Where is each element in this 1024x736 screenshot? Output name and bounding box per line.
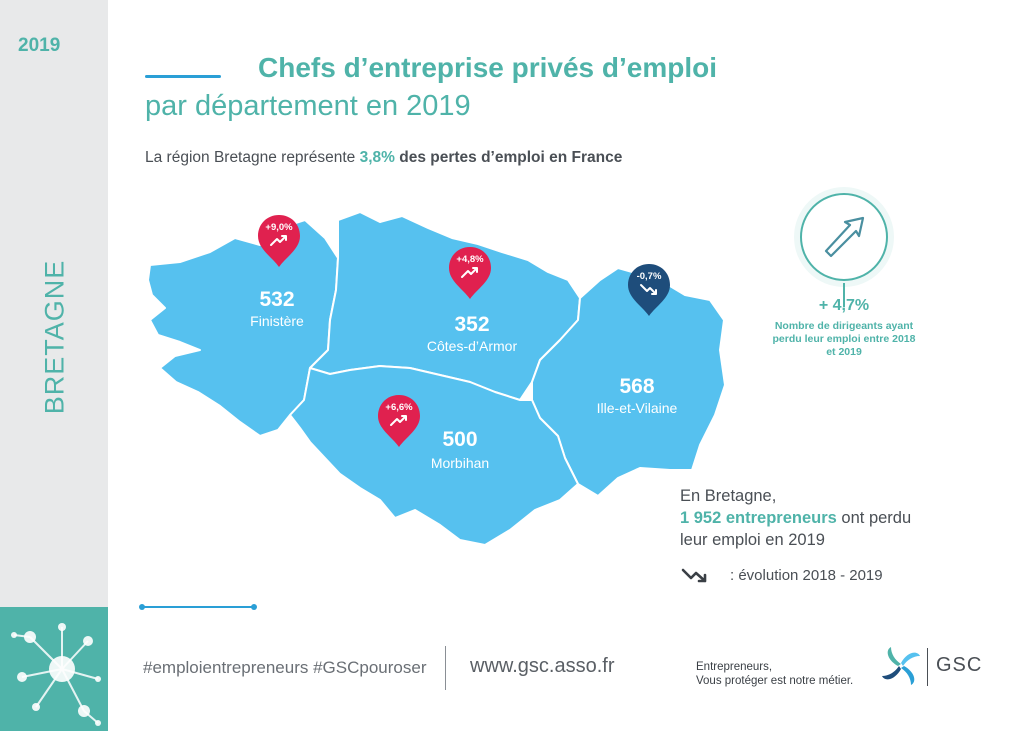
brand-divider [927, 648, 928, 686]
brand-name: GSC [936, 654, 983, 676]
page-subtitle: par département en 2019 [145, 90, 471, 122]
kpi-value: + 4,7% [818, 297, 870, 314]
intro-suffix: des pertes d’emploi en France [394, 149, 623, 166]
trend-up-icon [390, 415, 407, 426]
dept-value-finistere: 532 [259, 288, 295, 311]
pin-change-ille-vilaine: -0,7% [636, 271, 662, 282]
summary-text: En Bretagne, 1 952 entrepreneurs ont per… [680, 485, 980, 551]
summary-line3: leur emploi en 2019 [680, 531, 825, 549]
kpi-badge [800, 193, 888, 281]
intro-prefix: La région Bretagne représente [145, 149, 360, 166]
tagline: Entrepreneurs, Vous protéger est notre m… [696, 660, 853, 688]
separator-dot-right [251, 604, 257, 610]
pin-finistere: +9,0% [256, 213, 302, 269]
pin-morbihan: +6,6% [376, 393, 422, 449]
summary-line1: En Bretagne, [680, 487, 777, 505]
gsc-logo-icon [882, 647, 920, 685]
dept-value-ille-vilaine: 568 [619, 375, 655, 398]
intro-highlight: 3,8% [359, 149, 395, 166]
kpi-stem [843, 283, 845, 307]
page-title: Chefs d’entreprise privés d’emploi [258, 52, 718, 83]
dept-value-morbihan: 500 [442, 428, 478, 451]
year-label: 2019 [18, 35, 61, 56]
tagline-line1: Entrepreneurs, [696, 661, 773, 673]
website-link[interactable]: www.gsc.asso.fr [470, 655, 615, 677]
hashtags: #emploientrepreneurs #GSCpouroser [143, 658, 427, 677]
network-icon [0, 607, 108, 731]
pin-ille-vilaine: -0,7% [626, 262, 672, 318]
separator-line [142, 606, 254, 608]
dept-name-ille-vilaine: Ille-et-Vilaine [596, 400, 678, 416]
pin-cotes-armor: +4,8% [447, 245, 493, 301]
pin-change-cotes-armor: +4,8% [456, 254, 484, 265]
legend-text: : évolution 2018 - 2019 [730, 567, 883, 584]
summary-line2: ont perdu [836, 509, 912, 527]
sidebar: 2019 BRETAGNE [0, 0, 108, 607]
separator-dot-left [139, 604, 145, 610]
dept-name-cotes-armor: Côtes-d’Armor [426, 338, 518, 354]
dept-value-cotes-armor: 352 [454, 313, 490, 336]
trend-arrow-icon [681, 568, 707, 583]
dept-name-finistere: Finistère [250, 313, 304, 329]
summary-highlight: 1 952 entrepreneurs [680, 509, 837, 527]
intro-text: La région Bretagne représente 3,8% des p… [145, 149, 622, 167]
footer-divider [445, 646, 446, 690]
trend-up-icon [461, 267, 478, 278]
trend-down-icon [640, 284, 657, 295]
arrow-up-right-icon [824, 216, 865, 258]
dept-name-morbihan: Morbihan [430, 455, 490, 471]
tagline-line2: Vous protéger est notre métier. [696, 675, 854, 687]
kpi-description: Nombre de dirigeants ayant perdu leur em… [772, 320, 916, 358]
bretagne-map [147, 211, 726, 546]
pin-change-morbihan: +6,6% [385, 402, 413, 413]
map-ille-vilaine [531, 267, 726, 497]
title-decoration-line [145, 75, 221, 78]
region-label: BRETAGNE [39, 259, 70, 415]
trend-up-icon [270, 235, 287, 246]
pin-change-finistere: +9,0% [265, 222, 293, 233]
map-morbihan [289, 365, 579, 546]
